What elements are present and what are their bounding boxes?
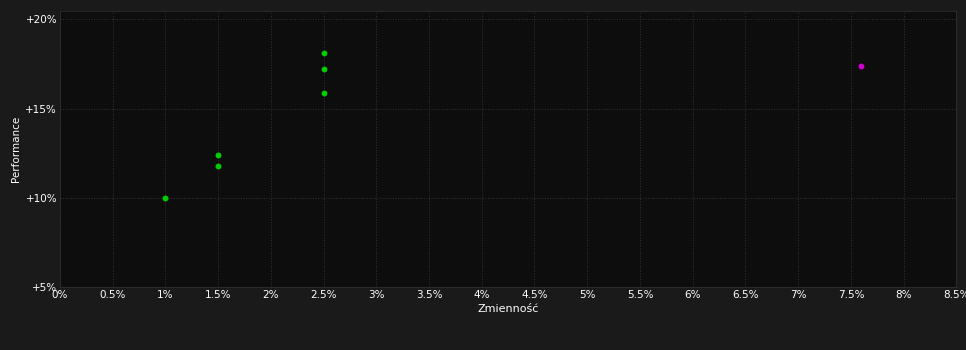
Y-axis label: Performance: Performance [12,116,21,182]
Point [316,66,331,72]
Point [211,163,226,168]
Point [157,195,173,201]
X-axis label: Zmienność: Zmienność [477,304,539,314]
Point [316,50,331,56]
Point [211,152,226,158]
Point [854,63,869,69]
Point [316,90,331,95]
